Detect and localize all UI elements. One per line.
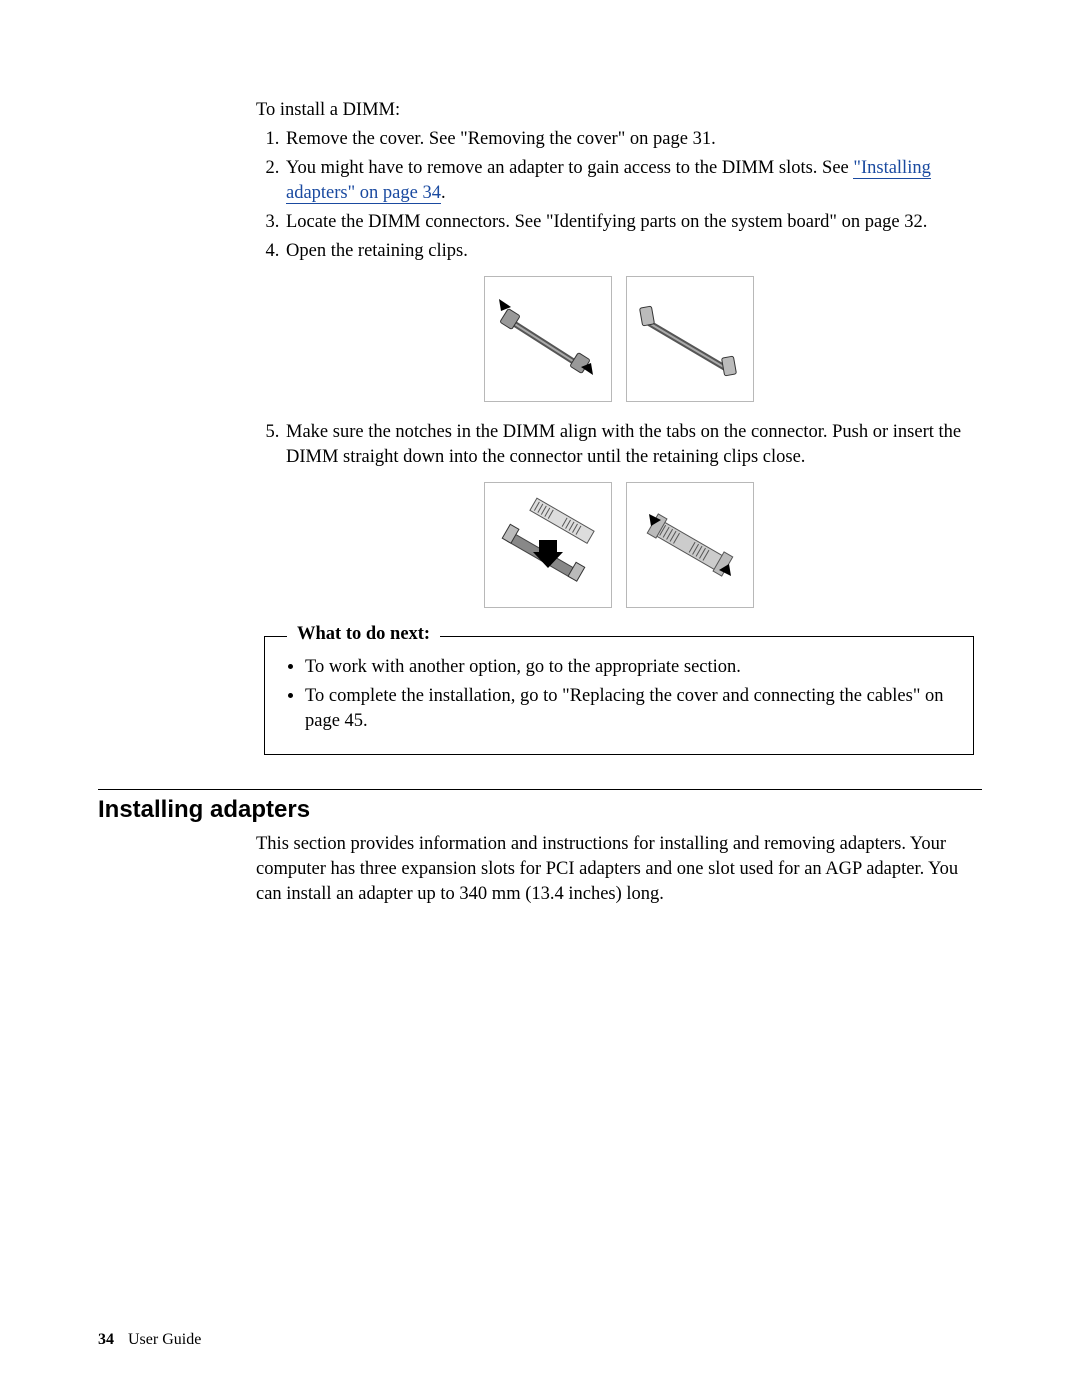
clips-open-diagram-1 [484,276,612,402]
step-2-pre: You might have to remove an adapter to g… [286,158,853,178]
section-heading: Installing adapters [98,796,982,824]
note-bullet-2: To complete the installation, go to "Rep… [305,684,953,734]
insert-dimm-diagram-2 [626,482,754,608]
step-1: Remove the cover. See "Removing the cove… [284,127,982,152]
page-number: 34 [98,1331,114,1348]
section-divider [98,789,982,790]
intro-text: To install a DIMM: [256,98,982,123]
step-4: Open the retaining clips. [284,239,982,264]
clips-diagram-row [256,276,982,402]
step-3: Locate the DIMM connectors. See "Identif… [284,210,982,235]
note-bullet-1: To work with another option, go to the a… [305,655,953,680]
install-steps-cont: Make sure the notches in the DIMM align … [256,420,982,470]
insert-dimm-diagram-1 [484,482,612,608]
step-2-post: . [441,183,446,203]
note-title: What to do next: [287,622,440,647]
what-to-do-next-box: What to do next: To work with another op… [264,636,974,755]
section-body: This section provides information and in… [256,832,982,907]
install-steps: Remove the cover. See "Removing the cove… [256,127,982,264]
page-footer: 34 User Guide [98,1331,201,1349]
step-2: You might have to remove an adapter to g… [284,156,982,206]
insert-diagram-row [256,482,982,608]
doc-title: User Guide [128,1331,201,1348]
step-5: Make sure the notches in the DIMM align … [284,420,982,470]
clips-open-diagram-2 [626,276,754,402]
